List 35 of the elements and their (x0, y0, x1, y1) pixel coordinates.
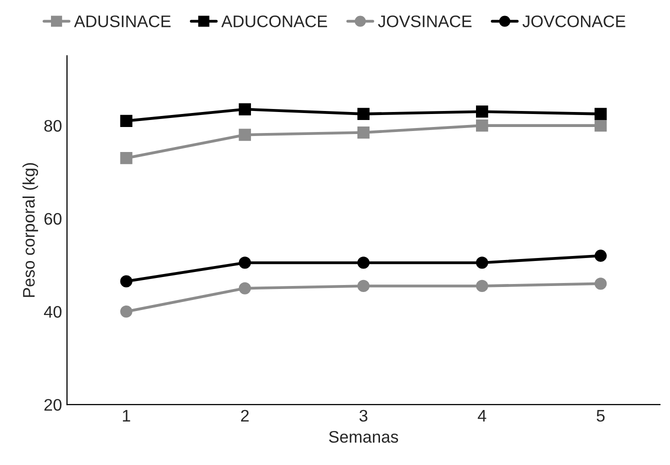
x-tick-label: 5 (596, 410, 605, 422)
point (357, 256, 370, 269)
point (594, 108, 607, 120)
point (120, 275, 132, 288)
point (476, 106, 488, 118)
y-axis-title: Peso corporal (kg) (22, 163, 38, 297)
x-axis-title: Semanas (329, 430, 398, 443)
point (357, 108, 370, 120)
point (476, 119, 488, 132)
x-tick-label: 3 (359, 410, 368, 422)
y-tick-label: 60 (44, 212, 62, 225)
point (238, 103, 251, 116)
point (357, 280, 370, 292)
point (476, 256, 488, 269)
legend-label: JOVCONACE (522, 15, 626, 28)
point (238, 256, 251, 269)
y-tick-label: 20 (44, 398, 62, 411)
point (120, 305, 132, 318)
point (120, 114, 132, 127)
legend-label: JOVSINACE (378, 15, 472, 28)
point (238, 282, 251, 294)
point (594, 278, 607, 290)
point (594, 119, 607, 132)
y-tick-label: 80 (44, 120, 62, 132)
legend-label: ADUCONACE (221, 15, 328, 28)
point (120, 152, 132, 164)
x-tick-label: 4 (478, 410, 486, 422)
y-tick-label: 40 (44, 306, 62, 318)
point (476, 280, 488, 292)
x-tick-label: 1 (122, 410, 130, 422)
x-tick-label: 2 (241, 410, 249, 422)
point (238, 128, 251, 141)
legend-label: ADUSINACE (74, 15, 171, 28)
point (594, 250, 607, 262)
point (357, 126, 370, 139)
